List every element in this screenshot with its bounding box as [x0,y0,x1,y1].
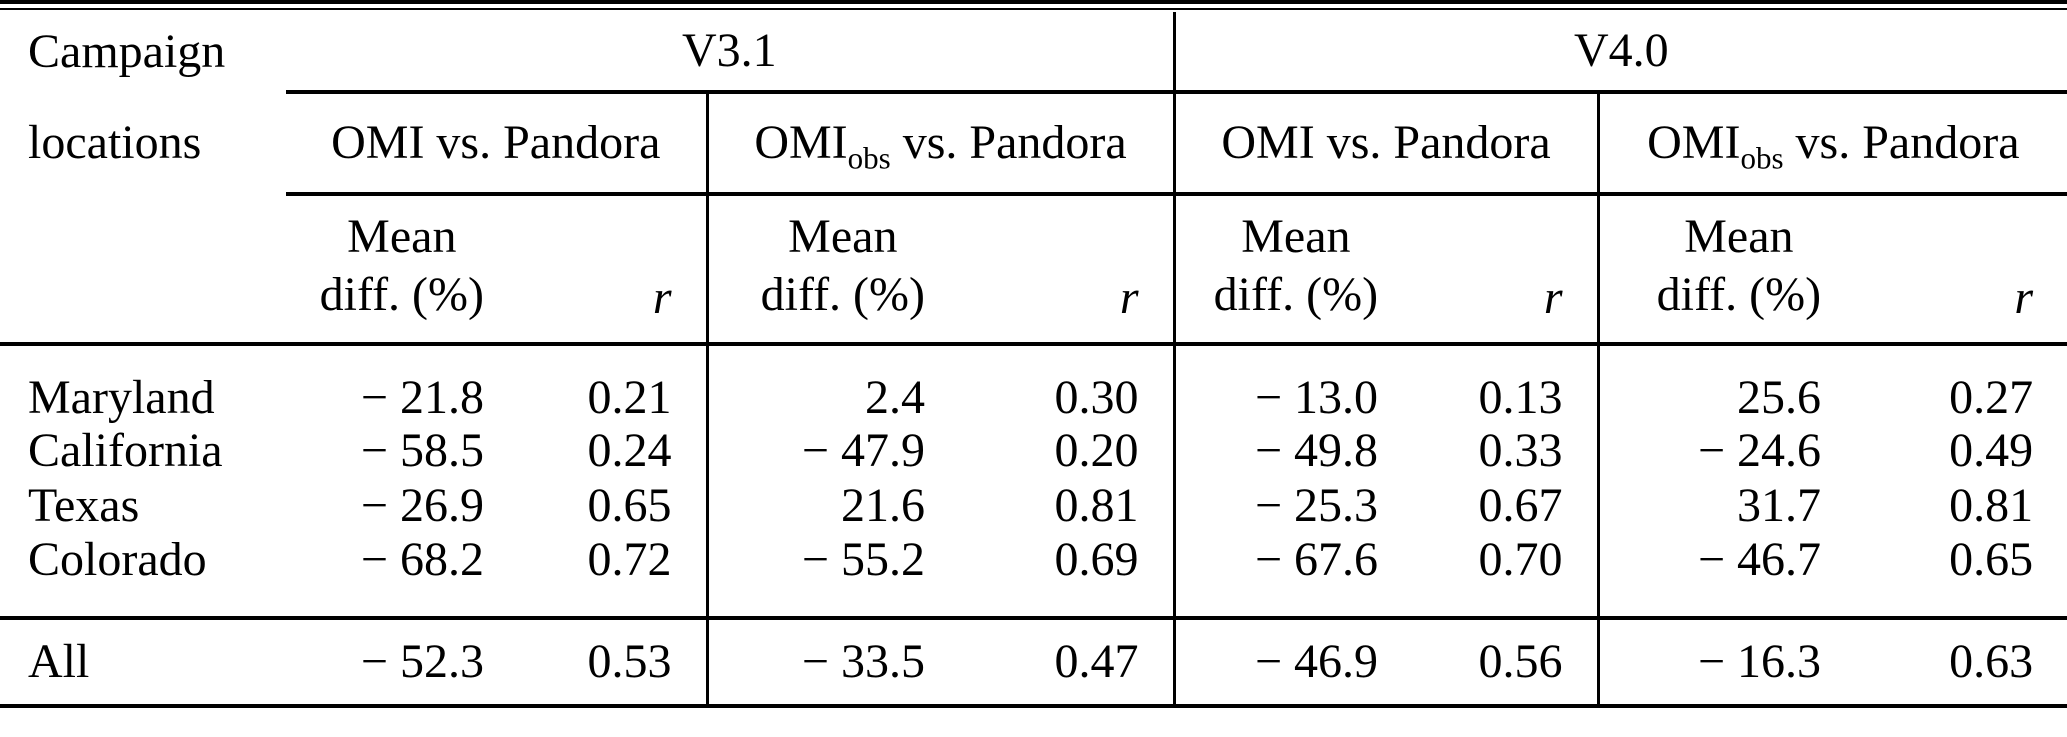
cell-r: 0.27 [1949,371,2034,424]
mean-label: Mean [1684,210,1794,263]
mean-diff-block: Mean diff. (%) [761,208,925,324]
header-r-4: r [1833,194,2067,346]
results-table: Campaign V3.1 V4.0 locations OMI vs. Pan… [0,12,2067,708]
row-location: Colorado [0,533,286,620]
mean-label: Mean [788,210,898,263]
table-top-rule-thin [0,8,2067,10]
cell-r: 0.30 [937,344,1176,424]
cell-r: 0.63 [1833,617,2067,708]
row-location: All [0,617,286,708]
cell-r: 0.81 [1949,479,2034,533]
cell-mean-diff: − 49.8 [1254,424,1379,478]
diff-label: diff. (%) [1656,268,1822,321]
header-comparison-v31-omiobs: OMIobs vs. Pandora [707,92,1176,196]
cell-mean-diff: − 46.7 [1598,533,1834,620]
header-mean-diff-4: Mean diff. (%) [1598,194,1834,346]
mean-label: Mean [1241,210,1351,263]
table-row-comparisons: locations OMI vs. Pandora OMIobs vs. Pan… [0,92,2067,196]
cell-mean-diff: − 26.9 [360,479,484,533]
cell-r: 0.72 [496,533,709,620]
table-row-colorado: Colorado − 68.2 0.72 − 55.2 0.69 − 67.6 … [0,533,2067,620]
cell-r: 0.65 [1833,533,2067,620]
table-top-rule-thick [0,0,2067,4]
cell-r: 0.13 [1390,344,1600,424]
cell-mean-diff: − 47.9 [801,424,925,478]
cell-r: 0.56 [1390,617,1600,708]
cell-mean-diff: − 13.0 [1254,371,1379,424]
cell-mean-diff: − 67.6 [1174,533,1391,620]
cell-r: 0.81 [937,478,1176,534]
row-location: California [28,424,223,478]
diff-label: diff. (%) [760,268,925,321]
table-row-california: California − 58.5 0.24 − 47.9 0.20 − 49.… [0,423,2067,479]
comparison-label-post: vs. Pandora [1314,116,1551,170]
mean-label: Mean [347,210,457,263]
cell-mean-diff: − 55.2 [707,533,937,620]
cell-r: 0.69 [937,533,1176,620]
comparison-label-post: vs. Pandora [1783,116,2020,170]
header-r-2: r [937,194,1176,346]
cell-mean-diff: 25.6 [1737,371,1822,424]
header-mean-diff-1: Mean diff. (%) [286,194,496,346]
cell-r: 0.21 [496,344,709,424]
header-r-3: r [1390,194,1600,346]
cell-mean-diff: − 21.8 [360,371,484,424]
cell-r: 0.49 [1949,424,2034,478]
cell-mean-diff: − 16.3 [1598,617,1834,708]
cell-mean-diff: − 68.2 [286,533,496,620]
comparison-subscript: obs [847,140,891,176]
header-mean-diff-2: Mean diff. (%) [707,194,937,346]
row-location: Texas [28,479,140,533]
cell-mean-diff: − 25.3 [1254,479,1379,533]
header-comparison-v40-omiobs: OMIobs vs. Pandora [1598,92,2067,196]
header-version-v31: V3.1 [286,12,1176,94]
cell-r: 0.65 [496,478,709,534]
header-r-1: r [496,194,709,346]
header-version-v40: V4.0 [1174,12,2067,94]
mean-diff-block: Mean diff. (%) [1657,208,1821,324]
cell-r: 0.24 [496,423,709,479]
comparison-subscript: obs [1740,140,1784,176]
comparison-label-post: vs. Pandora [890,116,1127,170]
empty-corner-cell [0,194,286,346]
mean-diff-block: Mean diff. (%) [1214,208,1378,324]
cell-mean-diff: 31.7 [1737,479,1822,533]
table-row-maryland: Maryland − 21.8 0.21 2.4 0.30 − 13.0 0.1… [0,344,2067,424]
header-campaign-line2: locations [28,116,202,170]
mean-diff-block: Mean diff. (%) [320,208,484,324]
cell-mean-diff: − 46.9 [1174,617,1391,708]
cell-mean-diff: − 58.5 [360,424,484,478]
comparison-label: OMI [1221,116,1315,170]
cell-r: 0.53 [496,617,709,708]
cell-r: 0.70 [1390,533,1600,620]
cell-mean-diff: − 52.3 [286,617,496,708]
cell-r: 0.33 [1390,423,1600,479]
header-comparison-v40-omi: OMI vs. Pandora [1174,92,1600,196]
cell-mean-diff: − 24.6 [1697,424,1822,478]
table-row-versions: Campaign V3.1 V4.0 [0,12,2067,94]
header-mean-diff-3: Mean diff. (%) [1174,194,1391,346]
cell-r: 0.47 [937,617,1176,708]
table-row-all: All − 52.3 0.53 − 33.5 0.47 − 46.9 0.56 … [0,617,2067,708]
header-campaign-line1: Campaign [28,25,226,79]
comparison-label: OMI [331,116,425,170]
comparison-label-post: vs. Pandora [424,116,661,170]
comparison-label: OMI [1647,116,1741,170]
table-row-metrics: Mean diff. (%) r Mean diff. (%) r Mean d… [0,194,2067,346]
row-location: Maryland [28,371,215,424]
diff-label: diff. (%) [1213,268,1379,321]
cell-r: 0.67 [1390,478,1600,534]
diff-label: diff. (%) [319,268,484,321]
table-row-texas: Texas − 26.9 0.65 21.6 0.81 − 25.3 0.67 … [0,478,2067,534]
cell-mean-diff: 2.4 [865,371,925,424]
cell-mean-diff: 21.6 [841,479,925,533]
cell-r: 0.20 [937,423,1176,479]
cell-mean-diff: − 33.5 [707,617,937,708]
comparison-label: OMI [754,116,848,170]
header-comparison-v31-omi: OMI vs. Pandora [286,92,709,196]
